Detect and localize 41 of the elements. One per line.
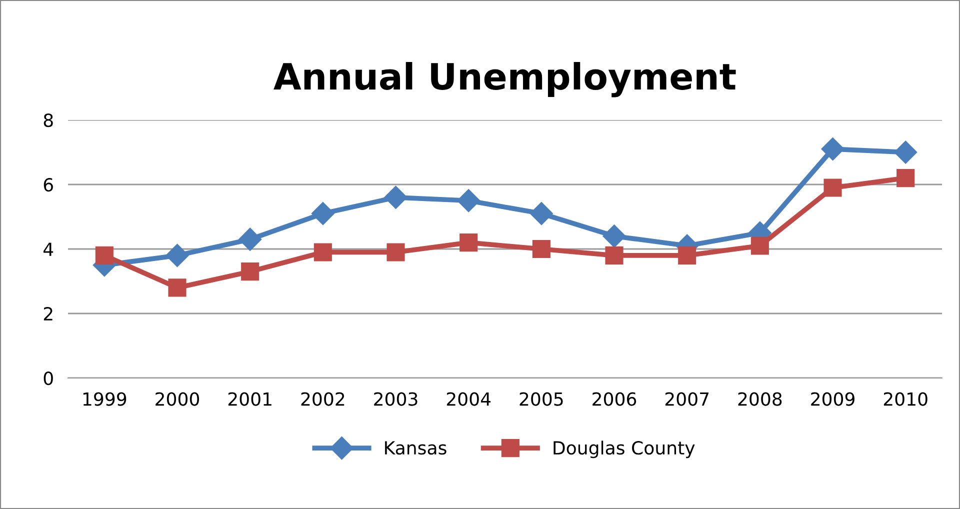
point — [311, 202, 334, 226]
point — [894, 140, 918, 164]
point — [605, 246, 624, 264]
point — [314, 243, 332, 262]
x-tick-label: 2004 — [446, 392, 491, 406]
x-tick-label: 2007 — [665, 392, 709, 406]
x-tick-label: 2009 — [811, 392, 854, 406]
x-tick-label: 2005 — [520, 392, 563, 406]
y-tick-label: 0 — [44, 371, 53, 386]
point — [602, 224, 626, 248]
x-tick-label: 2008 — [738, 392, 782, 406]
legend-label: Kansas — [385, 441, 446, 455]
y-tick-label: 6 — [44, 178, 53, 192]
chart-title: Annual Unemployment — [274, 62, 736, 98]
x-tick-label: 2002 — [301, 392, 344, 406]
point — [384, 186, 408, 209]
point — [166, 244, 189, 267]
point — [95, 246, 114, 264]
x-tick-label: 2006 — [592, 392, 636, 406]
point — [532, 240, 550, 258]
point — [460, 234, 478, 252]
y-tick-label: 8 — [44, 113, 53, 128]
y-tick-label: 4 — [44, 242, 54, 256]
x-tick-label: 2000 — [156, 392, 200, 406]
point — [896, 169, 915, 188]
x-tick-label: 2010 — [884, 392, 928, 406]
x-tick-label: 2001 — [228, 392, 272, 406]
point — [821, 138, 844, 161]
point — [457, 189, 480, 212]
point — [750, 236, 769, 255]
point — [238, 228, 262, 251]
x-tick-label: 2003 — [374, 392, 418, 406]
point — [824, 178, 842, 197]
point — [678, 246, 696, 264]
point — [168, 278, 186, 297]
point — [241, 262, 260, 281]
point — [530, 202, 553, 226]
x-tick-label: 1999 — [83, 392, 126, 406]
legend-label: Douglas County — [554, 440, 695, 458]
y-tick-label: 2 — [44, 306, 52, 320]
point — [386, 243, 405, 262]
